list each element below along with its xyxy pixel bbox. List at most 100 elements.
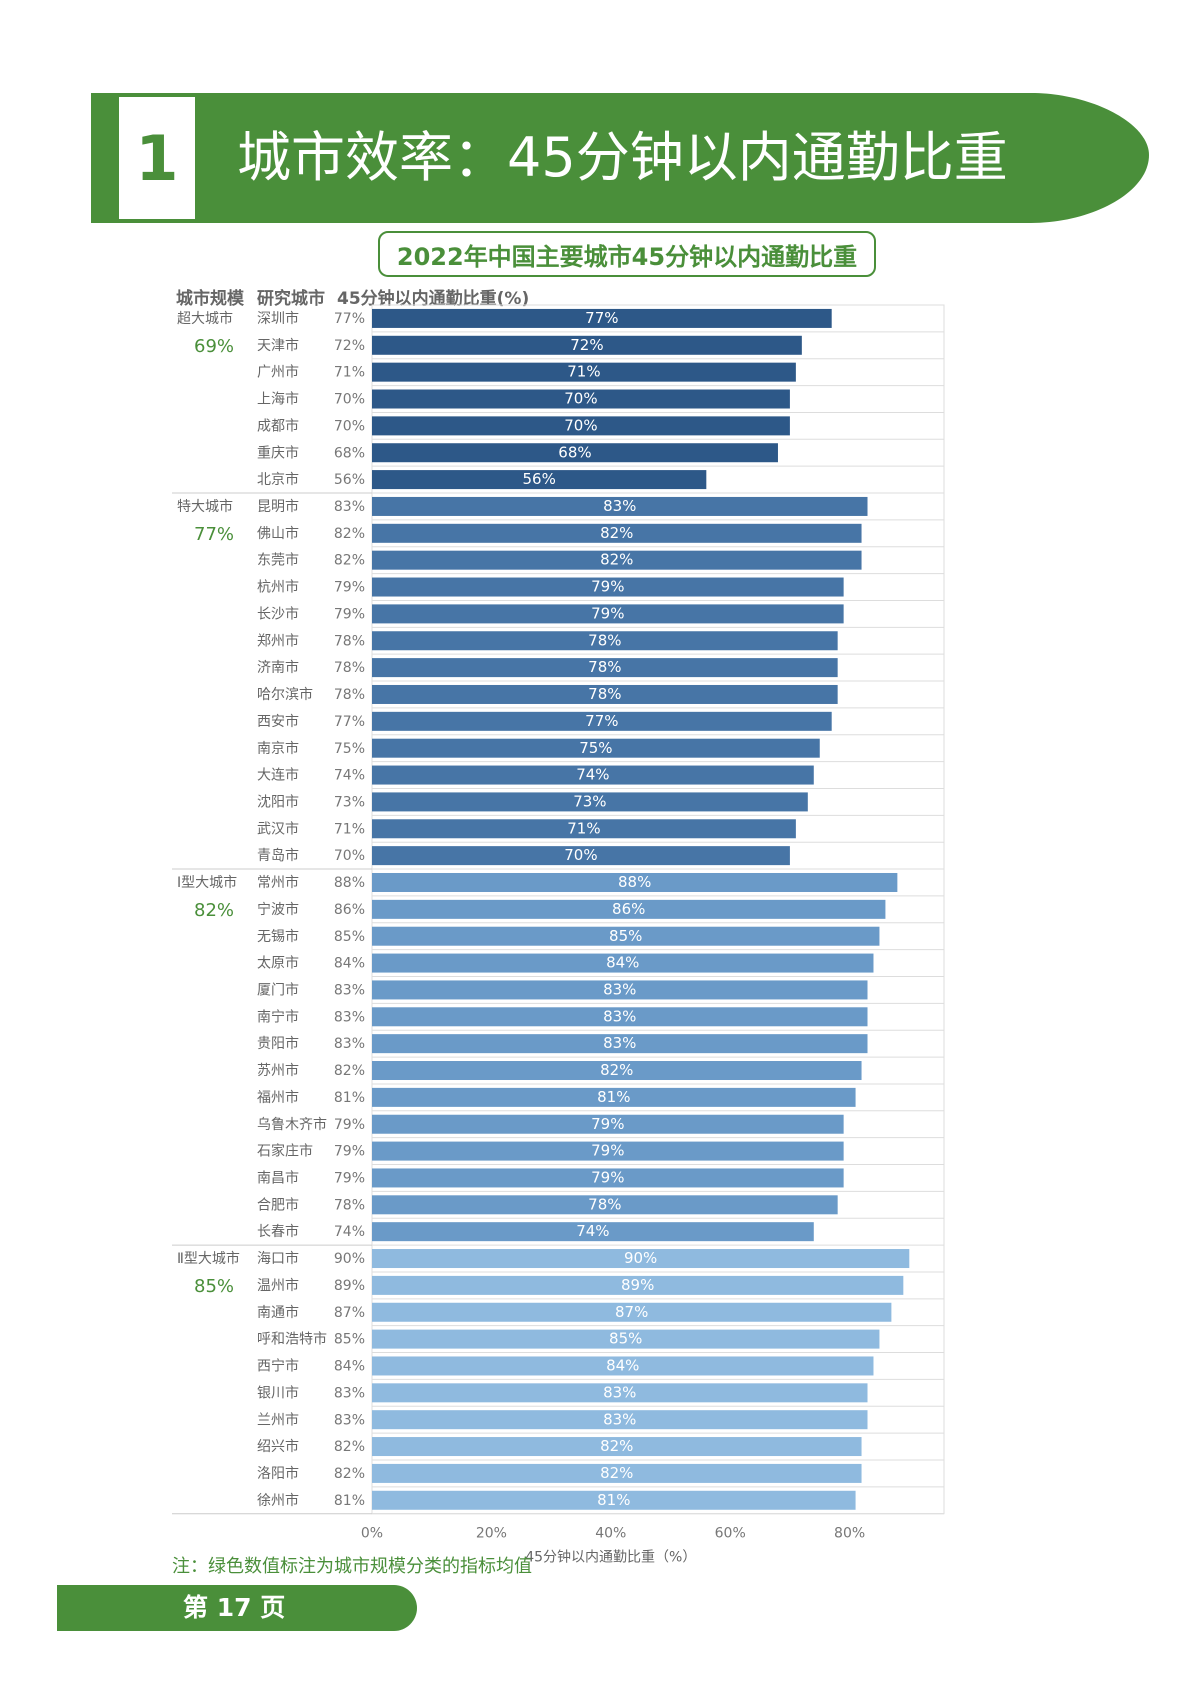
- city-label: 贵阳市: [257, 1035, 299, 1052]
- bar-data-label: 83%: [603, 1410, 636, 1428]
- bar-data-label: 83%: [603, 1007, 636, 1025]
- bar-data-label: 79%: [591, 1142, 624, 1160]
- value-label: 74%: [334, 1224, 365, 1240]
- bar: [372, 1437, 862, 1457]
- value-label: 87%: [334, 1305, 365, 1321]
- bar: [372, 1249, 910, 1269]
- city-label: 太原市: [257, 955, 299, 972]
- value-label: 84%: [334, 1359, 365, 1375]
- value-label: 89%: [334, 1278, 365, 1294]
- bar: [372, 1114, 844, 1134]
- header-value: 45分钟以内通勤比重(%): [337, 289, 530, 309]
- value-label: 77%: [334, 714, 365, 730]
- bar: [372, 550, 862, 570]
- bar: [372, 416, 790, 436]
- group-average: 82%: [194, 900, 234, 921]
- value-label: 83%: [334, 983, 365, 999]
- city-label: 长沙市: [257, 605, 299, 622]
- bar: [372, 1195, 838, 1215]
- bar: [372, 604, 844, 624]
- city-label: 成都市: [257, 417, 299, 434]
- value-label: 85%: [334, 929, 365, 945]
- value-label: 82%: [334, 553, 365, 569]
- value-label: 90%: [334, 1251, 365, 1267]
- bar-data-label: 79%: [591, 1169, 624, 1187]
- city-label: 佛山市: [257, 525, 299, 542]
- bar-data-label: 74%: [576, 766, 609, 784]
- bar-data-label: 71%: [567, 363, 600, 381]
- city-label: 宁波市: [257, 901, 299, 918]
- value-label: 78%: [334, 687, 365, 703]
- bar-data-label: 78%: [588, 1195, 621, 1213]
- bar-data-label: 84%: [606, 954, 639, 972]
- bar: [372, 1061, 862, 1081]
- city-label: 东莞市: [257, 552, 299, 569]
- header-scale: 城市规模: [176, 289, 244, 309]
- bar-data-label: 73%: [573, 792, 606, 810]
- group-label: Ⅰ型大城市: [177, 874, 237, 891]
- value-label: 68%: [334, 445, 365, 461]
- value-label: 83%: [334, 1412, 365, 1428]
- bar-data-label: 82%: [600, 1437, 633, 1455]
- group-average: 85%: [194, 1276, 234, 1297]
- city-label: 北京市: [257, 471, 299, 488]
- value-label: 83%: [334, 1036, 365, 1052]
- page-number: 第 17 页: [183, 1593, 286, 1622]
- city-label: 长春市: [257, 1223, 299, 1240]
- value-label: 73%: [334, 794, 365, 810]
- page-number-label: 第 17 页: [57, 1585, 417, 1631]
- value-label: 75%: [334, 741, 365, 757]
- bar: [372, 577, 844, 597]
- chart-title: 2022年中国主要城市45分钟以内通勤比重: [378, 231, 876, 277]
- city-label: 石家庄市: [257, 1143, 313, 1160]
- bar: [372, 846, 790, 866]
- bar-data-label: 71%: [567, 819, 600, 837]
- city-label: 青岛市: [257, 847, 299, 864]
- x-tick-label: 0%: [361, 1526, 383, 1542]
- city-label: 济南市: [257, 659, 299, 676]
- value-label: 88%: [334, 875, 365, 891]
- bar-data-label: 74%: [576, 1222, 609, 1240]
- value-label: 70%: [334, 418, 365, 434]
- bar-data-label: 83%: [603, 497, 636, 515]
- value-label: 86%: [334, 902, 365, 918]
- value-label: 77%: [334, 311, 365, 327]
- city-label: 温州市: [257, 1277, 299, 1294]
- bar: [372, 443, 778, 463]
- bar: [372, 1141, 844, 1161]
- city-label: 大连市: [257, 767, 299, 784]
- bar-data-label: 82%: [600, 524, 633, 542]
- value-label: 79%: [334, 1117, 365, 1133]
- bar: [372, 738, 820, 758]
- city-label: 兰州市: [257, 1411, 299, 1428]
- city-label: 厦门市: [257, 982, 299, 999]
- city-label: 福州市: [257, 1089, 299, 1106]
- bar: [372, 684, 838, 704]
- value-label: 79%: [334, 1144, 365, 1160]
- city-label: 沈阳市: [257, 793, 299, 810]
- bar-data-label: 89%: [621, 1276, 654, 1294]
- value-label: 72%: [334, 338, 365, 354]
- bar: [372, 1490, 856, 1510]
- bar-data-label: 90%: [624, 1249, 657, 1267]
- city-label: 海口市: [257, 1250, 299, 1267]
- x-tick-label: 80%: [834, 1526, 865, 1542]
- bar: [372, 899, 886, 919]
- bar-data-label: 79%: [591, 1115, 624, 1133]
- header-city: 研究城市: [257, 289, 325, 309]
- value-label: 70%: [334, 392, 365, 408]
- value-label: 71%: [334, 821, 365, 837]
- city-label: 南京市: [257, 740, 299, 757]
- value-label: 79%: [334, 606, 365, 622]
- bar: [372, 819, 796, 839]
- value-label: 82%: [334, 1466, 365, 1482]
- group-label: 超大城市: [177, 310, 233, 327]
- bar-data-label: 81%: [597, 1491, 630, 1509]
- bar: [372, 792, 808, 812]
- bar: [372, 470, 707, 490]
- value-label: 71%: [334, 365, 365, 381]
- city-label: 哈尔滨市: [257, 686, 313, 703]
- city-label: 银川市: [257, 1384, 299, 1401]
- city-label: 南通市: [257, 1304, 299, 1321]
